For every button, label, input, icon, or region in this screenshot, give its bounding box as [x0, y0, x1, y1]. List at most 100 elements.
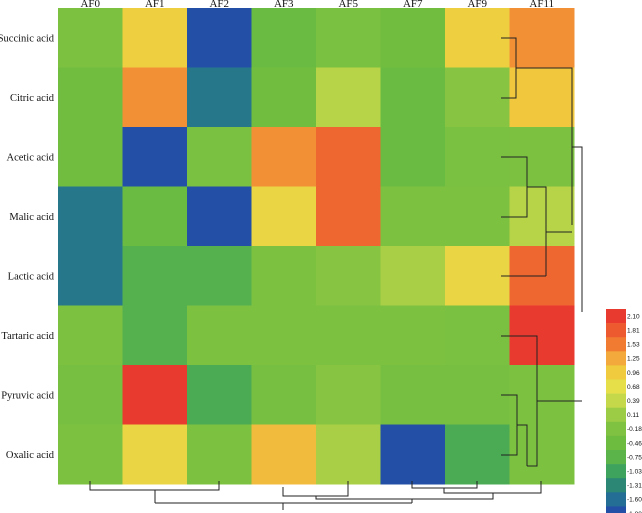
- heatmap-cell-succinic-acid-af11: [509, 8, 575, 68]
- heatmap-cell-lactic-acid-af7: [380, 246, 446, 306]
- heatmap-cell-oxalic-acid-af3: [251, 424, 317, 485]
- heatmap-cell-tartaric-acid-af1: [122, 305, 188, 366]
- legend-tick-label: -1.88: [627, 511, 642, 513]
- legend-tick-label: 1.53: [627, 342, 640, 349]
- row-dendrogram-branch: [516, 67, 573, 225]
- heatmap-cell-citric-acid-af3: [251, 67, 317, 128]
- heatmap-cell-tartaric-acid-af7: [380, 305, 446, 366]
- legend-swatch: [606, 464, 626, 479]
- heatmap-cell-acetic-acid-af1: [122, 127, 188, 187]
- heatmap-cell-tartaric-acid-af0: [58, 305, 123, 366]
- heatmap-cell-oxalic-acid-af11: [509, 424, 575, 485]
- heatmap-cell-oxalic-acid-af1: [122, 424, 188, 485]
- legend-tick-label: 0.68: [627, 384, 640, 391]
- column-label-af2: AF2: [209, 0, 229, 10]
- heatmap-cell-lactic-acid-af0: [58, 246, 123, 306]
- heatmap-cell-succinic-acid-af2: [187, 8, 252, 68]
- heatmap-cell-acetic-acid-af7: [380, 127, 446, 187]
- heatmap-cell-succinic-acid-af7: [380, 8, 446, 68]
- heatmap-cell-citric-acid-af2: [187, 67, 252, 128]
- row-dendrogram-branch: [527, 186, 547, 276]
- row-label-succinic-acid: Succinic acid: [0, 33, 55, 44]
- heatmap-cell-citric-acid-af1: [122, 67, 188, 128]
- legend-swatch: [606, 492, 626, 507]
- legend-swatch: [606, 379, 626, 394]
- heatmap-cell-pyruvic-acid-af0: [58, 365, 123, 425]
- legend-swatch: [606, 478, 626, 493]
- row-label-lactic-acid: Lactic acid: [8, 271, 55, 282]
- heatmap-cell-lactic-acid-af9: [445, 246, 510, 306]
- column-labels: AF0 AF1 AF2 AF3 AF5 AF7 AF9 AF11: [80, 0, 554, 10]
- legend-tick-label: 0.96: [627, 370, 640, 377]
- legend-tick-label: 0.39: [627, 398, 640, 405]
- heatmap-cell-malic-acid-af7: [380, 186, 446, 247]
- legend-swatch: [606, 337, 626, 352]
- row-label-citric-acid: Citric acid: [10, 93, 55, 104]
- row-label-acetic-acid: Acetic acid: [6, 152, 54, 163]
- heatmap-cell-acetic-acid-af9: [445, 127, 510, 187]
- heatmap-cell-acetic-acid-af5: [316, 127, 381, 187]
- heatmap-cell-citric-acid-af5: [316, 67, 381, 128]
- heatmap-cell-oxalic-acid-af5: [316, 424, 381, 485]
- heatmap-cell-pyruvic-acid-af1: [122, 365, 188, 425]
- column-dendrogram-branch: [315, 493, 494, 500]
- heatmap-cell-acetic-acid-af3: [251, 127, 317, 187]
- heatmap-cell-pyruvic-acid-af9: [445, 365, 510, 425]
- heatmap-cell-lactic-acid-af2: [187, 246, 252, 306]
- legend-tick-label: -0.18: [627, 426, 642, 433]
- legend-tick-label: -0.46: [627, 440, 642, 447]
- legend-tick-label: 1.81: [627, 327, 640, 334]
- row-dendrogram: [501, 37, 583, 467]
- legend-swatch: [606, 421, 626, 437]
- legend-tick-label: 1.25: [627, 356, 640, 363]
- heatmap-cell-oxalic-acid-af2: [187, 424, 252, 485]
- heatmap-cell-pyruvic-acid-af11: [509, 365, 575, 425]
- heatmap-cell-malic-acid-af1: [122, 186, 188, 247]
- column-label-af11: AF11: [529, 0, 554, 10]
- heatmap-cell-succinic-acid-af3: [251, 8, 317, 68]
- legend-tick-label: -1.03: [627, 468, 642, 475]
- heatmap-cell-lactic-acid-af5: [316, 246, 381, 306]
- row-label-oxalic-acid: Oxalic acid: [6, 450, 55, 461]
- heatmap-cell-succinic-acid-af9: [445, 8, 510, 68]
- heatmap-cell-citric-acid-af7: [380, 67, 446, 128]
- row-label-malic-acid: Malic acid: [9, 212, 54, 223]
- legend-swatch: [606, 309, 626, 324]
- legend-swatch: [606, 407, 626, 423]
- heatmap-cell-acetic-acid-af0: [58, 127, 123, 187]
- heatmap-cell-lactic-acid-af1: [122, 246, 188, 306]
- row-label-tartaric-acid: Tartaric acid: [1, 331, 54, 342]
- heatmap-cell-pyruvic-acid-af3: [251, 365, 317, 425]
- heatmap-cell-pyruvic-acid-af7: [380, 365, 446, 425]
- color-legend: 2.10 1.81 1.53 1.25 0.96 0.68 0.39 0.11 -0.18 -0.…: [606, 309, 642, 513]
- column-label-af1: AF1: [145, 0, 165, 10]
- heatmap-cell-succinic-acid-af0: [58, 8, 123, 68]
- legend-swatch: [606, 450, 626, 465]
- heatmap-cell-malic-acid-af3: [251, 186, 317, 247]
- heatmap-cell-oxalic-acid-af0: [58, 424, 123, 485]
- legend-tick-label: -0.75: [627, 454, 642, 461]
- heatmap-cell-oxalic-acid-af7: [380, 424, 446, 485]
- column-label-af3: AF3: [274, 0, 294, 10]
- column-label-af5: AF5: [338, 0, 358, 10]
- heatmap-cells: [58, 8, 575, 485]
- heatmap-cell-malic-acid-af9: [445, 186, 510, 247]
- heatmap-cell-citric-acid-af9: [445, 67, 510, 128]
- legend-swatch: [606, 393, 626, 408]
- row-dendrogram-branch: [517, 424, 528, 466]
- column-label-af9: AF9: [467, 0, 487, 10]
- legend-tick-label: 0.11: [627, 412, 640, 419]
- heatmap-cell-oxalic-acid-af9: [445, 424, 510, 485]
- legend-swatch: [606, 435, 626, 451]
- legend-swatch: [606, 506, 626, 513]
- legend-swatch: [606, 365, 626, 380]
- row-dendrogram-branch: [572, 146, 583, 312]
- column-dendrogram: [89, 481, 542, 510]
- heatmap-cell-pyruvic-acid-af5: [316, 365, 381, 425]
- heatmap-cell-citric-acid-af0: [58, 67, 123, 128]
- heatmap-cell-tartaric-acid-af5: [316, 305, 381, 366]
- column-label-af0: AF0: [80, 0, 100, 10]
- heatmap-cell-succinic-acid-af1: [122, 8, 188, 68]
- row-label-pyruvic-acid: Pyruvic acid: [1, 390, 55, 401]
